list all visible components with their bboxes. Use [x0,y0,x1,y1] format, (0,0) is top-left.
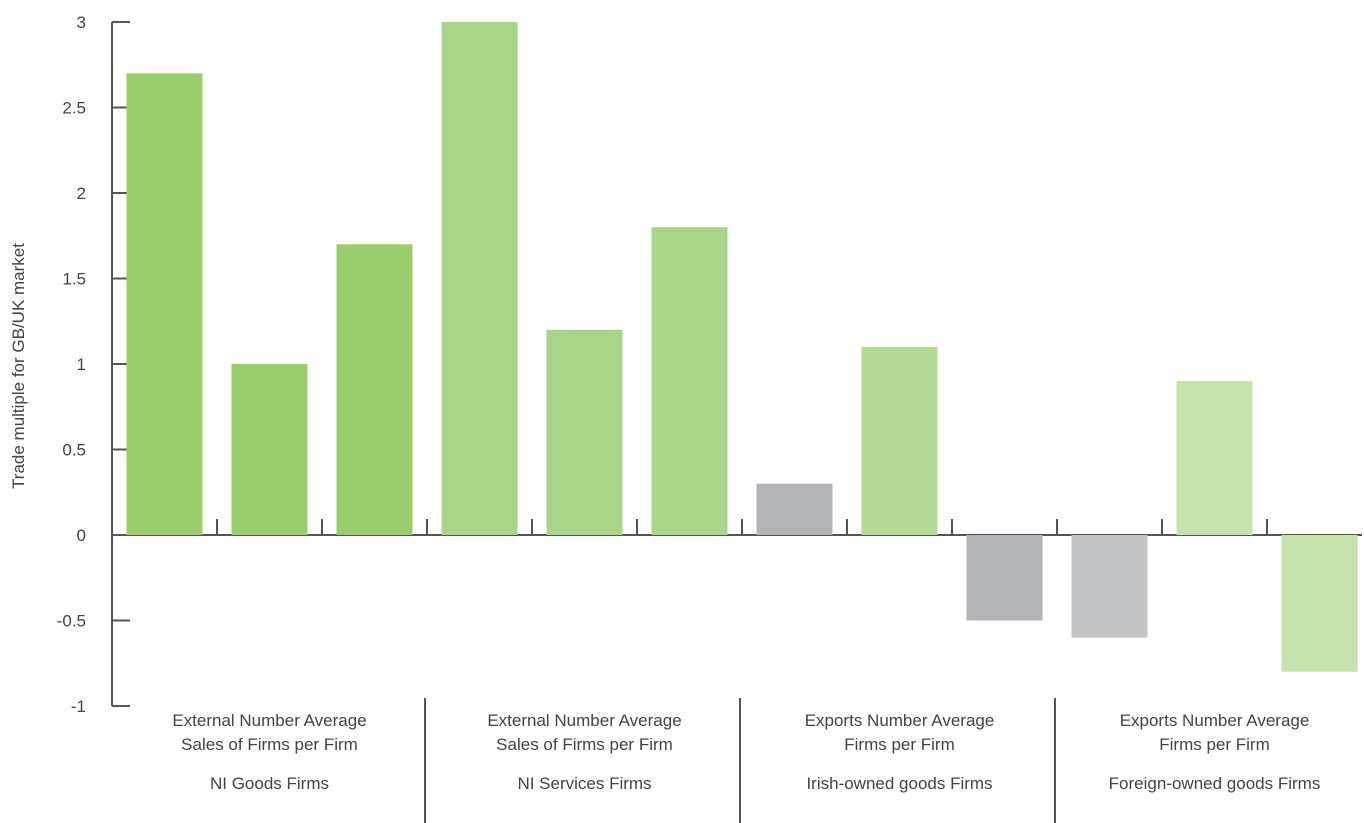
group-label-line2: Firms per Firm [1159,735,1270,754]
y-tick-label: 0 [77,526,86,545]
group-label: Exports Number Average Firms per Firm Iris… [742,709,1057,796]
bar [546,329,623,535]
bar [1071,535,1148,638]
group-label: External Number Average Sales of Firms pe… [112,709,427,796]
group-label: Exports Number Average Firms per Firm Fore… [1057,709,1364,796]
y-tick-label: 3 [77,13,86,32]
group-label: External Number Average Sales of Firms pe… [427,709,742,796]
y-tick-label: 0.5 [62,441,86,460]
y-tick-label: 2.5 [62,99,86,118]
bar [861,346,938,535]
bar [126,73,203,536]
group-label-line1: External Number Average [487,711,682,730]
group-label-line1: External Number Average [172,711,367,730]
group-label-line3: NI Services Firms [517,774,652,793]
group-label-line2: Sales of Firms per Firm [181,735,358,754]
bar [966,535,1043,621]
group-label-line1: Exports Number Average [804,711,995,730]
bar [756,483,833,535]
group-label-line1: Exports Number Average [1119,711,1310,730]
bar [1176,381,1253,535]
bar [231,364,308,535]
bar [1281,535,1358,672]
bars [126,22,1358,672]
bar [651,227,728,535]
y-tick-label: -0.5 [57,612,86,631]
y-tick-label: -1 [71,697,86,716]
group-label-line3: Irish-owned goods Firms [806,774,993,793]
group-label-line3: NI Goods Firms [209,774,330,793]
y-tick-label: 1 [77,355,86,374]
group-label-line2: Sales of Firms per Firm [496,735,673,754]
y-tick-label: 2 [77,184,86,203]
group-label-line2: Firms per Firm [844,735,955,754]
bar [336,244,413,536]
bar [441,22,518,535]
y-tick-label: 1.5 [62,270,86,289]
group-label-line3: Foreign-owned goods Firms [1108,774,1321,793]
y-axis-label: Trade multiple for GB/UK market [9,243,28,489]
